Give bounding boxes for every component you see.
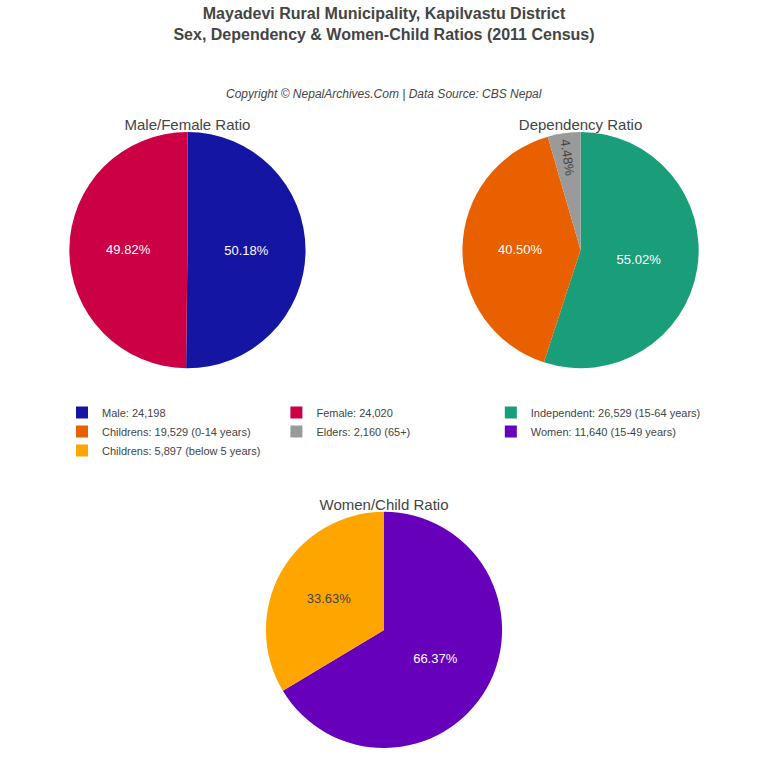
svg-text:Childrens: 5,897 (below 5 year: Childrens: 5,897 (below 5 years) (102, 445, 260, 457)
svg-text:4.48%: 4.48% (557, 138, 577, 177)
svg-text:Copyright © NepalArchives.Com: Copyright © NepalArchives.Com | Data Sou… (226, 87, 542, 101)
svg-text:Independent: 26,529 (15-64 yea: Independent: 26,529 (15-64 years) (531, 407, 700, 419)
svg-text:40.50%: 40.50% (498, 242, 543, 257)
svg-text:Women/Child Ratio: Women/Child Ratio (320, 496, 449, 513)
svg-text:Male: 24,198: Male: 24,198 (102, 407, 166, 419)
svg-text:49.82%: 49.82% (106, 242, 151, 257)
svg-text:50.18%: 50.18% (224, 243, 269, 258)
svg-text:Childrens: 19,529 (0-14 years): Childrens: 19,529 (0-14 years) (102, 426, 251, 438)
svg-text:Mayadevi Rural Municipality, K: Mayadevi Rural Municipality, Kapilvastu … (173, 5, 594, 43)
svg-text:33.63%: 33.63% (307, 591, 352, 606)
svg-text:55.02%: 55.02% (617, 252, 662, 267)
svg-text:Female: 24,020: Female: 24,020 (316, 407, 392, 419)
svg-text:Women: 11,640 (15-49 years): Women: 11,640 (15-49 years) (531, 426, 676, 438)
svg-text:66.37%: 66.37% (413, 651, 458, 666)
svg-text:Dependency Ratio: Dependency Ratio (519, 116, 642, 133)
svg-text:Male/Female Ratio: Male/Female Ratio (124, 116, 250, 133)
svg-text:Elders: 2,160 (65+): Elders: 2,160 (65+) (316, 426, 410, 438)
